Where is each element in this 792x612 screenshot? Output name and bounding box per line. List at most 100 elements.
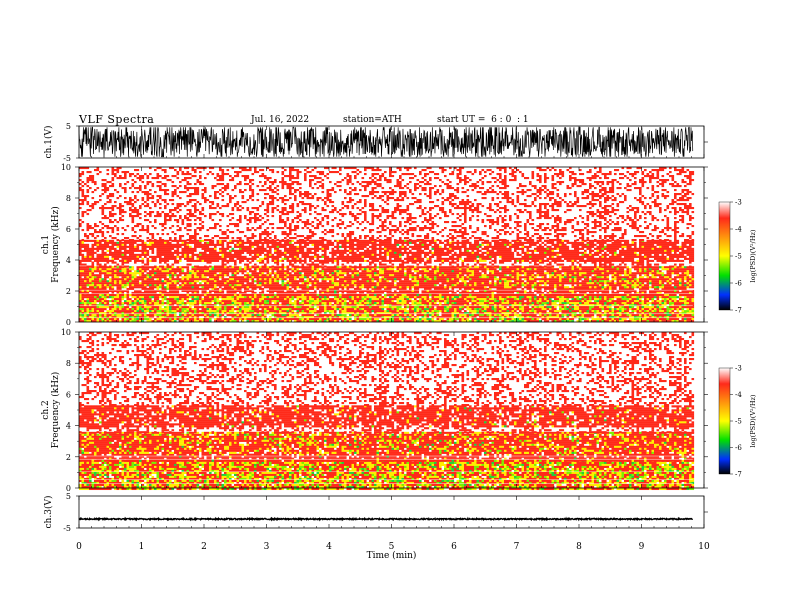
spectrogram-cell: [206, 287, 210, 290]
spectrogram-cell: [346, 320, 350, 323]
spectrogram-cell: [659, 289, 662, 292]
spectrogram-cell: [296, 306, 300, 309]
spectrogram-cell: [191, 312, 195, 315]
spectrogram-cell: [156, 308, 160, 311]
spectrogram-cell: [256, 308, 260, 311]
spectrogram-cell: [631, 298, 635, 301]
spectrogram-cell: [369, 314, 372, 317]
spectrogram-cell: [504, 266, 507, 269]
spectrogram-cell: [101, 300, 105, 303]
spectrogram-cell: [281, 300, 285, 303]
spectrogram-cell: [279, 310, 282, 313]
spectrogram-cell: [281, 318, 285, 321]
spectrogram-cell: [669, 270, 672, 273]
spectrogram-cell: [384, 300, 387, 303]
spectrogram-cell: [379, 291, 382, 294]
spectrogram-cell: [684, 298, 687, 301]
spectrogram-cell: [566, 298, 570, 301]
spectrogram-cell: [671, 287, 675, 290]
spectrogram-cell: [79, 266, 82, 269]
waveform-trace: [78, 126, 694, 158]
spectrogram-cell: [361, 300, 365, 303]
spectrogram-cell: [151, 306, 155, 309]
spectrogram-cell: [389, 312, 392, 315]
spectrogram-cell: [326, 294, 330, 297]
spectrogram-cell: [666, 302, 670, 305]
spectrogram-cell: [689, 291, 692, 294]
spectrogram-cell: [601, 314, 605, 317]
spectrogram-cell: [439, 291, 442, 294]
spectrogram-cell: [334, 287, 337, 290]
spectrogram-cell: [404, 304, 407, 307]
spectrogram-cell: [256, 306, 260, 309]
spectrogram-cell: [231, 320, 235, 323]
spectrogram-cell: [274, 312, 277, 315]
spectrogram-cell: [141, 306, 145, 309]
spectrogram-cell: [141, 268, 145, 271]
spectrogram-cell: [646, 268, 650, 271]
spectrogram-cell: [676, 291, 680, 294]
spectrogram-cell: [614, 306, 617, 309]
spectrogram-cell: [436, 272, 440, 275]
spectrogram-cell: [206, 318, 210, 321]
spectrogram-cell: [571, 318, 575, 321]
spectrogram-cell: [366, 318, 370, 321]
spectrogram-cell: [471, 268, 475, 271]
spectrogram-cell: [604, 310, 607, 313]
spectrogram-cell: [141, 291, 145, 294]
spectrogram-cell: [236, 314, 240, 317]
spectrogram-cell: [474, 272, 477, 275]
spectrogram-cell: [204, 268, 207, 271]
spectrogram-cell: [479, 268, 482, 271]
spectrogram-cell: [299, 291, 302, 294]
spectrogram-cell: [199, 296, 202, 299]
spectrogram-cell: [281, 312, 285, 315]
spectrogram-cell: [594, 306, 597, 309]
spectrogram-cell: [269, 296, 272, 299]
spectrogram-cell: [166, 268, 170, 271]
spectrogram-cell: [469, 304, 472, 307]
spectrogram-cell: [469, 308, 472, 311]
spectrogram-cell: [516, 296, 520, 299]
spectrogram-cell: [331, 293, 335, 296]
spectrogram-cell: [686, 268, 690, 271]
spectrogram-cell: [474, 308, 477, 311]
spectrogram-cell: [429, 314, 432, 317]
spectrogram-cell: [326, 296, 330, 299]
spectrogram-cell: [509, 293, 512, 296]
spectrogram-cell: [229, 312, 232, 315]
spectrogram-cell: [429, 320, 432, 323]
spectrogram-cell: [614, 308, 617, 311]
spectrogram-cell: [306, 289, 310, 292]
spectrogram-cell: [349, 291, 352, 294]
spectrogram-cell: [169, 296, 172, 299]
spectrogram-cell: [151, 287, 155, 290]
spectrogram-cell: [249, 318, 252, 321]
spectrogram-cell: [154, 306, 157, 309]
spectrogram-cell: [81, 300, 85, 303]
spectrogram-cell: [86, 320, 90, 323]
spectrogram-cell: [286, 287, 290, 290]
spectrogram-cell: [261, 289, 265, 292]
spectrogram-cell: [471, 302, 475, 305]
spectrogram-cell: [641, 308, 645, 311]
spectrogram-cell: [369, 320, 372, 323]
spectrogram-cell: [414, 312, 417, 315]
spectrogram-cell: [99, 268, 102, 271]
spectrogram-cell: [564, 293, 567, 296]
spectrogram-cell: [341, 312, 345, 315]
spectrogram-cell: [214, 268, 217, 271]
spectrogram-cell: [239, 298, 242, 301]
spectrogram-cell: [196, 270, 200, 273]
spectrogram-cell: [89, 304, 92, 307]
spectrogram-cell: [411, 272, 415, 275]
spectrogram-cell: [246, 287, 250, 290]
spectrogram-cell: [594, 310, 597, 313]
spectrogram-cell: [281, 272, 285, 275]
spectrogram-cell: [179, 308, 182, 311]
spectrogram-cell: [511, 298, 515, 301]
spectrogram-cell: [651, 304, 655, 307]
spectrogram-cell: [429, 287, 432, 290]
spectrogram-cell: [264, 310, 267, 313]
spectrogram-cell: [251, 300, 255, 303]
